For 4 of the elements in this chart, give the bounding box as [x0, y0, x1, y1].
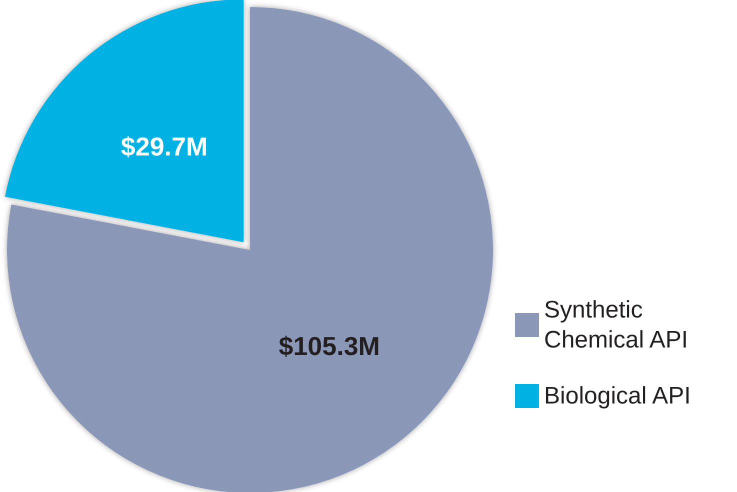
data-label: $105.3M: [278, 330, 380, 361]
data-label: $29.7M: [120, 131, 208, 162]
legend-label: Biological API: [544, 382, 691, 410]
legend-label: Synthetic Chemical API: [544, 296, 688, 354]
